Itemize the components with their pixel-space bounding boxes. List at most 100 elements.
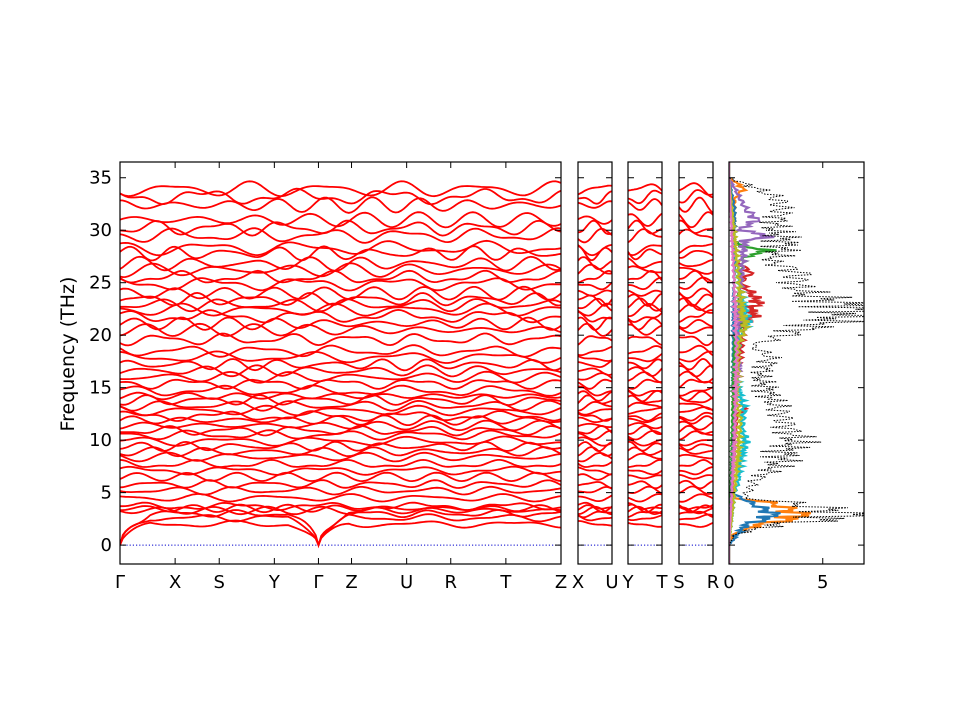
band-line bbox=[578, 190, 612, 205]
band-line bbox=[578, 452, 612, 463]
band-line bbox=[120, 493, 561, 503]
band-line bbox=[120, 211, 561, 229]
band-line bbox=[628, 401, 662, 409]
band-line bbox=[679, 411, 713, 422]
band-line bbox=[120, 479, 561, 489]
high-symmetry-label: Z bbox=[345, 572, 357, 593]
band-line bbox=[578, 302, 612, 317]
band-line bbox=[628, 429, 662, 441]
band-line bbox=[628, 317, 662, 331]
band-line bbox=[120, 332, 561, 347]
band-line bbox=[120, 424, 561, 437]
band-line bbox=[578, 412, 612, 422]
band-line bbox=[120, 316, 561, 331]
band-panel-frame bbox=[627, 161, 663, 565]
band-line bbox=[628, 297, 662, 312]
band-line bbox=[578, 263, 612, 275]
band-line bbox=[628, 335, 662, 346]
band-line bbox=[628, 212, 662, 227]
band-line bbox=[578, 244, 612, 257]
band-line bbox=[628, 248, 662, 261]
band-line bbox=[120, 255, 561, 272]
band-line bbox=[628, 269, 662, 281]
y-tick-label: 10 bbox=[89, 430, 112, 451]
band-line bbox=[679, 378, 713, 389]
band-line bbox=[120, 291, 561, 307]
band-line bbox=[628, 416, 662, 424]
band-line bbox=[578, 310, 612, 323]
high-symmetry-label: X bbox=[572, 572, 584, 593]
band-line bbox=[628, 394, 662, 404]
band-line bbox=[679, 196, 713, 214]
band-line bbox=[628, 289, 662, 297]
band-line bbox=[578, 256, 612, 271]
band-line bbox=[578, 200, 612, 209]
high-symmetry-label: Y bbox=[622, 572, 635, 593]
high-symmetry-label: R bbox=[707, 572, 720, 593]
high-symmetry-label: Z bbox=[555, 572, 567, 593]
band-line bbox=[578, 269, 612, 284]
high-symmetry-label: T bbox=[499, 572, 512, 593]
band-line bbox=[628, 358, 662, 370]
band-line bbox=[628, 345, 662, 355]
band-line bbox=[120, 384, 561, 397]
band-line bbox=[578, 355, 612, 362]
high-symmetry-label: U bbox=[400, 572, 413, 593]
band-line bbox=[679, 424, 713, 435]
band-line bbox=[120, 219, 561, 237]
band-line bbox=[679, 504, 713, 511]
y-tick-label: 15 bbox=[89, 378, 112, 399]
band-line bbox=[120, 187, 561, 206]
band-line bbox=[578, 335, 612, 346]
band-line bbox=[628, 459, 662, 468]
band-line bbox=[578, 367, 612, 376]
band-line bbox=[679, 420, 713, 431]
band-line bbox=[679, 211, 713, 229]
dos-group bbox=[729, 162, 864, 564]
band-line bbox=[628, 522, 662, 528]
band-line bbox=[628, 422, 662, 430]
band-line bbox=[628, 244, 662, 257]
band-line bbox=[628, 353, 662, 363]
band-line bbox=[120, 501, 561, 512]
band-line bbox=[679, 309, 713, 323]
high-symmetry-label: Y bbox=[268, 572, 281, 593]
band-line bbox=[628, 189, 662, 205]
band-line bbox=[578, 461, 612, 468]
band-line bbox=[628, 312, 662, 323]
band-line bbox=[628, 424, 662, 435]
band-line bbox=[578, 504, 612, 513]
band-line bbox=[679, 474, 713, 480]
band-line bbox=[120, 370, 561, 384]
band-line bbox=[578, 215, 612, 225]
high-symmetry-label: Γ bbox=[115, 572, 125, 593]
band-line bbox=[679, 287, 713, 300]
band-line bbox=[679, 521, 713, 528]
band-line bbox=[679, 350, 713, 363]
band-panel-3 bbox=[628, 183, 662, 546]
band-line bbox=[679, 219, 713, 234]
band-line bbox=[120, 364, 561, 378]
y-tick-label: 25 bbox=[89, 273, 112, 294]
band-line bbox=[578, 408, 612, 416]
band-panel-frame bbox=[577, 161, 613, 565]
dos-x-tick-label: 0 bbox=[723, 572, 734, 593]
band-line bbox=[679, 466, 713, 476]
band-line bbox=[578, 345, 612, 357]
y-tick-label: 5 bbox=[101, 483, 112, 504]
band-line bbox=[628, 493, 662, 503]
band-line bbox=[120, 196, 561, 214]
band-line bbox=[120, 239, 561, 257]
dos-x-tick-label: 5 bbox=[817, 572, 828, 593]
band-line bbox=[628, 378, 662, 390]
band-line bbox=[679, 430, 713, 441]
band-line bbox=[578, 520, 612, 527]
band-line bbox=[679, 443, 713, 451]
band-line bbox=[120, 322, 561, 337]
band-line bbox=[120, 298, 561, 313]
band-line bbox=[578, 289, 612, 297]
band-line bbox=[120, 503, 561, 514]
band-line bbox=[578, 316, 612, 331]
